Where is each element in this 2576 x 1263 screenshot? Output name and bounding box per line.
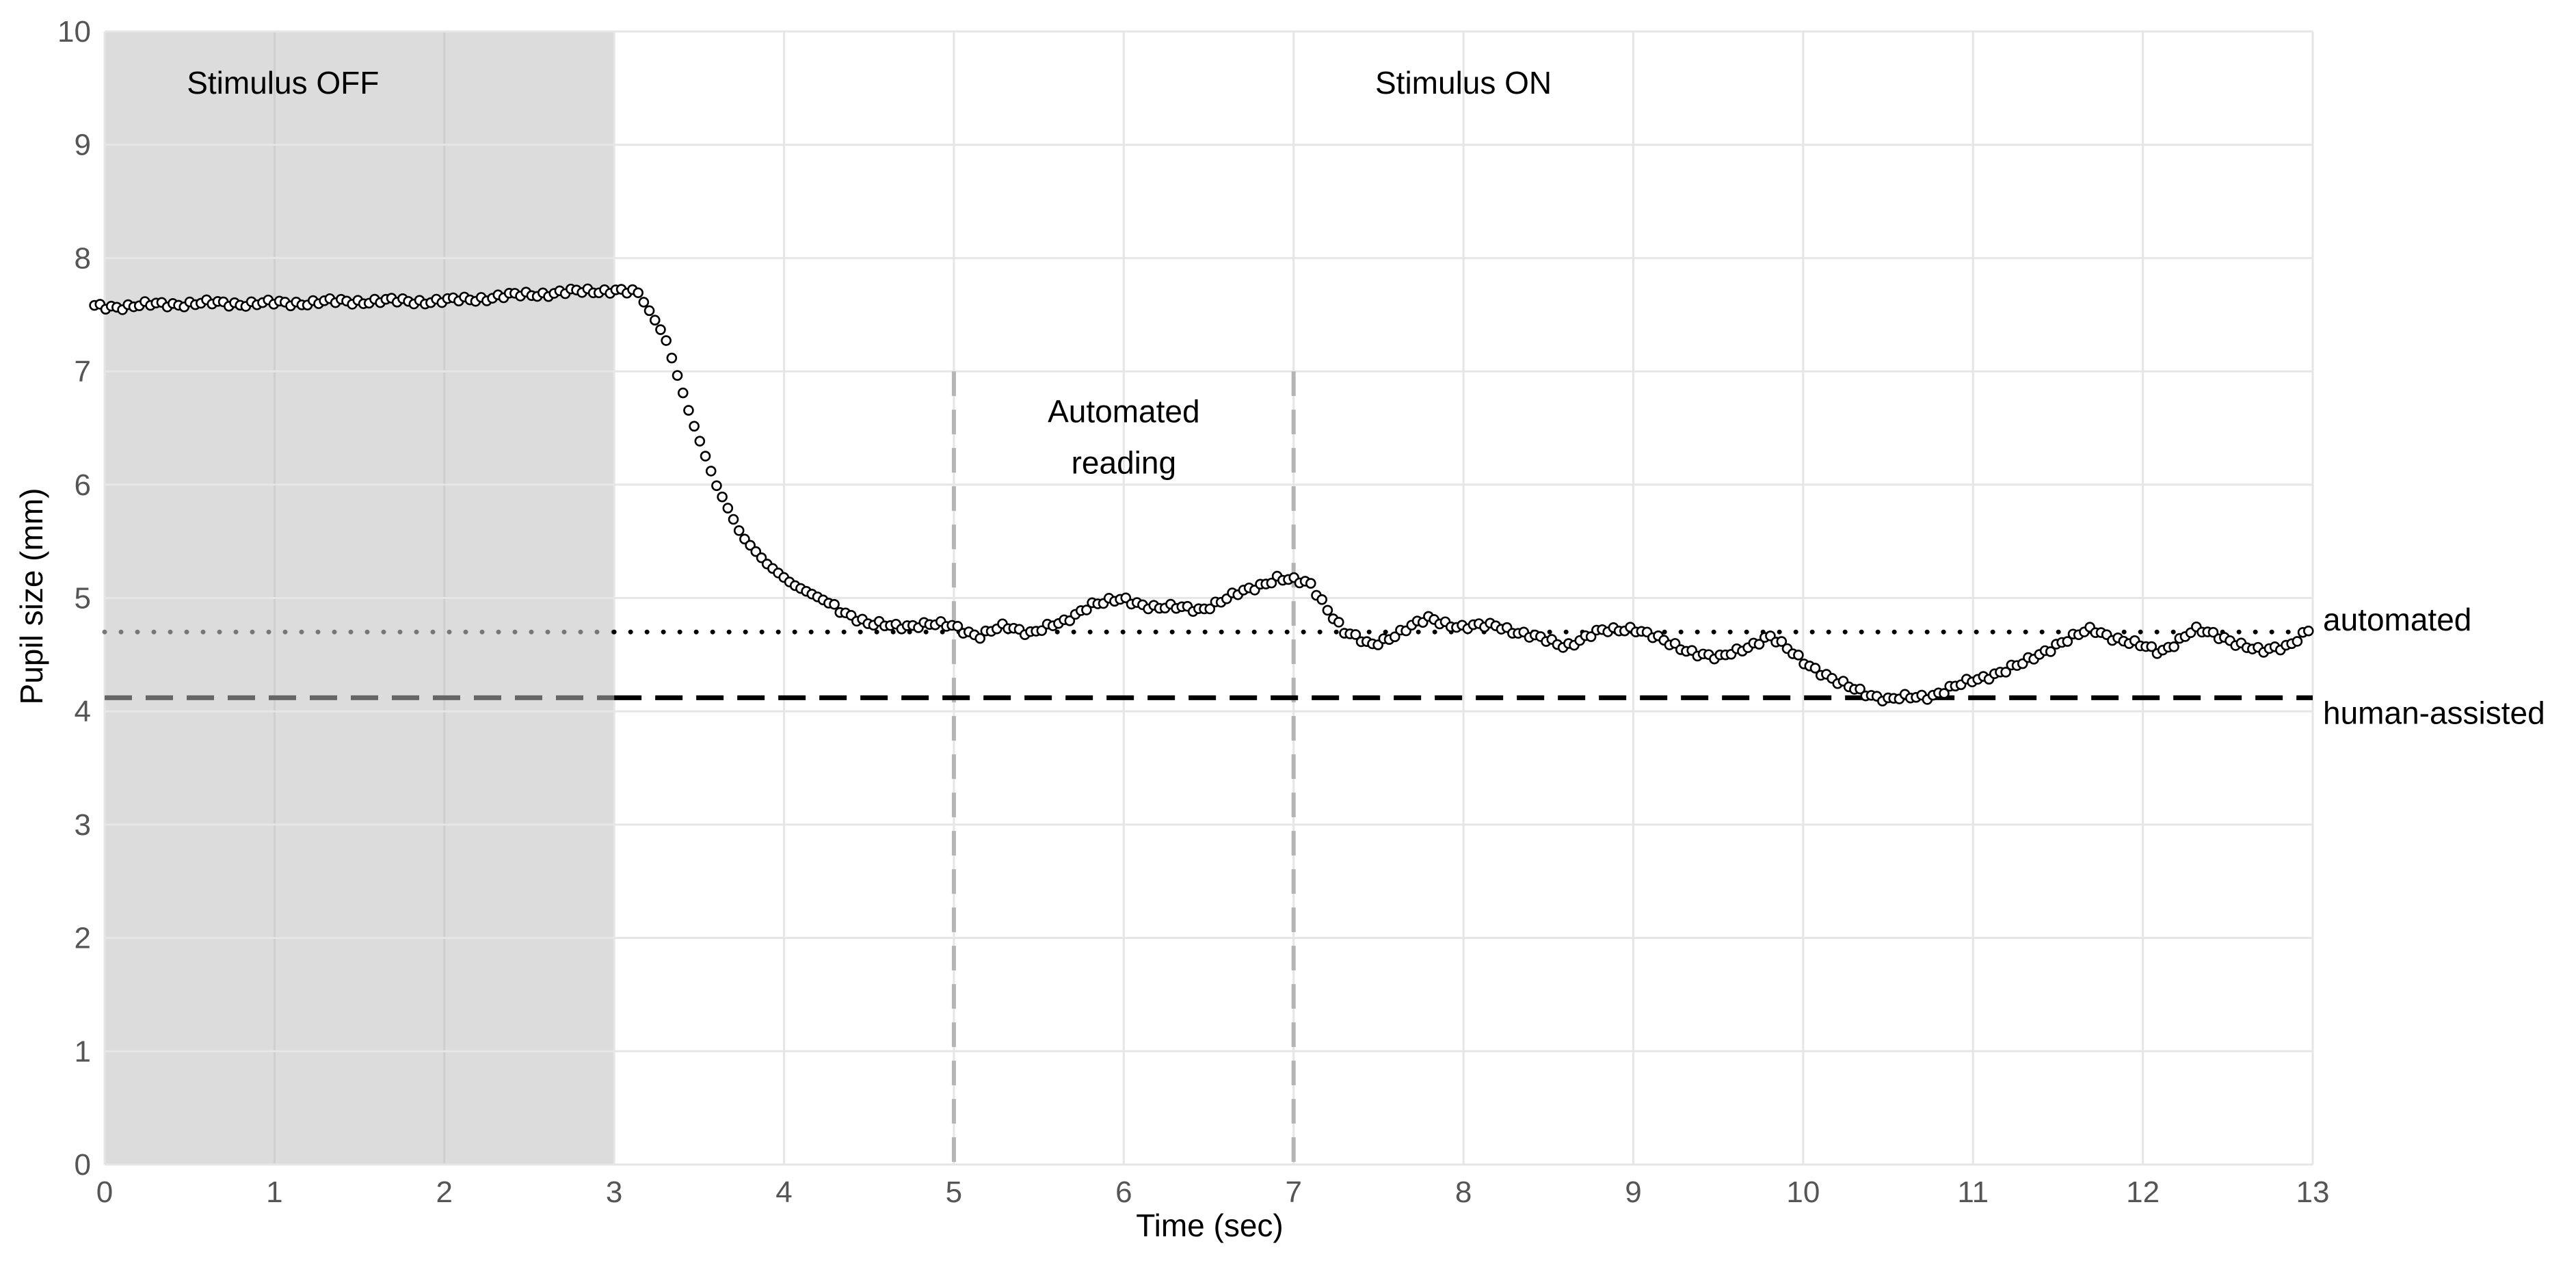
x-tick-label: 1 — [266, 1175, 282, 1209]
y-tick-label: 1 — [75, 1035, 91, 1068]
annotation-lines-layer — [951, 371, 1296, 1165]
data-point — [1322, 604, 1333, 616]
data-point — [2000, 667, 2011, 678]
data-point — [633, 287, 643, 298]
x-tick-label: 8 — [1455, 1175, 1472, 1209]
data-point — [974, 633, 985, 644]
data-point — [1809, 663, 1821, 674]
data-point — [1305, 578, 1316, 589]
annotation-text-line: Automated — [1048, 394, 1199, 429]
data-point — [683, 405, 694, 416]
data-point — [666, 352, 678, 364]
x-tick-label: 13 — [2296, 1175, 2330, 1209]
data-point — [1939, 688, 1950, 699]
data-point — [1333, 617, 1344, 628]
data-point — [1855, 683, 1865, 695]
data-point — [677, 387, 689, 399]
data-point — [2207, 626, 2219, 638]
x-tick-label: 2 — [436, 1175, 453, 1209]
y-tick-label: 2 — [75, 922, 91, 955]
data-point — [722, 503, 734, 514]
region-label: Stimulus ON — [1375, 65, 1552, 101]
data-point — [2146, 641, 2157, 652]
data-point — [1793, 650, 1804, 661]
region-label: Stimulus OFF — [187, 65, 379, 101]
data-point — [1350, 629, 1362, 640]
x-tick-label: 6 — [1115, 1175, 1132, 1209]
data-point — [1389, 631, 1400, 643]
data-point — [1753, 639, 1765, 650]
x-tick-label: 12 — [2126, 1175, 2160, 1209]
x-tick-label: 11 — [1957, 1175, 1989, 1209]
y-tick-label: 8 — [75, 241, 91, 275]
data-point — [694, 436, 706, 447]
y-tick-label: 0 — [75, 1148, 91, 1182]
grid-layer — [103, 30, 2314, 1166]
data-point — [733, 525, 745, 536]
y-tick-label: 3 — [75, 808, 91, 842]
data-point — [1081, 604, 1092, 615]
x-tick-label: 4 — [775, 1175, 792, 1209]
data-point — [2168, 641, 2179, 652]
y-tick-label: 5 — [75, 582, 91, 615]
data-point — [711, 480, 722, 492]
data-point — [1036, 625, 1048, 637]
data-point — [952, 620, 964, 632]
y-tick-label: 9 — [75, 129, 91, 162]
data-point — [1316, 594, 1327, 605]
data-point — [672, 370, 683, 381]
data-point — [643, 305, 655, 317]
x-axis-title: Time (sec) — [1136, 1208, 1284, 1243]
data-point — [1204, 603, 1216, 615]
y-tick-label: 6 — [75, 468, 91, 502]
y-tick-label: 10 — [57, 15, 91, 49]
y-tick-label: 7 — [75, 355, 91, 388]
x-tick-label: 0 — [96, 1175, 113, 1209]
data-point — [728, 514, 739, 525]
data-point — [700, 451, 711, 462]
data-point — [1064, 615, 1076, 626]
reference-label-automated: automated — [2323, 602, 2471, 637]
x-tick-label: 9 — [1625, 1175, 1641, 1209]
data-point — [1776, 636, 1788, 647]
data-point — [655, 324, 666, 335]
x-tick-label: 7 — [1285, 1175, 1301, 1209]
data-point — [689, 421, 700, 432]
x-tick-label: 3 — [606, 1175, 622, 1209]
y-tick-label: 4 — [75, 695, 91, 728]
data-point — [638, 297, 650, 308]
y-axis-title: Pupil size (mm) — [14, 488, 49, 705]
data-point — [1266, 577, 1277, 589]
annotation-text-line: reading — [1072, 445, 1176, 481]
data-point — [661, 335, 672, 346]
reference-lines-layer — [102, 629, 2315, 700]
data-point — [649, 315, 661, 326]
data-points-layer — [89, 283, 2314, 707]
reference-label-human-assisted: human-assisted — [2323, 695, 2545, 730]
x-tick-label: 10 — [1786, 1175, 1820, 1209]
data-point — [1585, 631, 1597, 642]
data-point — [2292, 636, 2303, 647]
data-point — [829, 598, 840, 610]
data-point — [717, 491, 728, 503]
data-point — [2045, 646, 2056, 657]
data-point — [705, 466, 717, 477]
data-point — [2062, 636, 2073, 647]
data-point — [2302, 625, 2314, 637]
x-tick-label: 5 — [946, 1175, 962, 1209]
